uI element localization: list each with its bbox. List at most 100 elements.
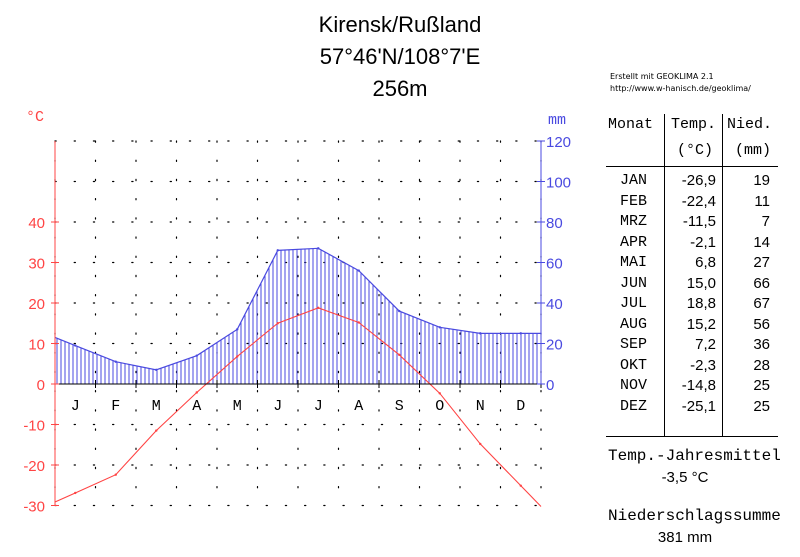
credit-line: Erstellt mit GEOKLIMA 2.1 — [610, 72, 714, 81]
precipitation-point — [519, 332, 522, 335]
table-cell-precip: 56 — [753, 316, 770, 333]
precipitation-point — [195, 354, 198, 357]
table-cell-temp: -2,3 — [690, 357, 716, 374]
table-cell-temp: -25,1 — [681, 398, 716, 415]
table-cell-precip: 19 — [753, 172, 770, 189]
temperature-point — [236, 355, 239, 358]
table-cell-precip: 25 — [753, 398, 770, 415]
table-cell-temp: -2,1 — [690, 234, 716, 251]
temperature-tick-label: -20 — [23, 458, 45, 475]
temperature-tick-label: 40 — [28, 215, 45, 232]
table-cell-precip: 7 — [761, 213, 770, 230]
precipitation-axis-label: mm — [548, 112, 566, 129]
month-label: D — [516, 398, 525, 415]
month-label: J — [273, 398, 282, 415]
month-label: A — [192, 398, 201, 415]
precipitation-point — [357, 269, 360, 272]
annual-precip-value: 381 mm — [657, 529, 713, 546]
station-coordinates: 57°46'N/108°7'E — [319, 44, 481, 69]
table-cell-precip: 11 — [754, 193, 770, 210]
precipitation-tick-label: 20 — [546, 337, 563, 354]
table-cell-month: FEB — [620, 193, 648, 210]
table-header-precip: Nied. — [727, 116, 773, 133]
table-divider-1 — [664, 114, 665, 436]
precipitation-point — [114, 360, 117, 363]
station-elevation: 256m — [372, 76, 428, 101]
temperature-point — [195, 391, 198, 394]
table-cell-precip: 27 — [753, 254, 770, 271]
annual-temp-label: Temp.-Jahresmittel — [608, 447, 781, 465]
table-header-temp: Temp. — [671, 116, 717, 133]
temperature-point — [519, 484, 522, 487]
temperature-point — [276, 322, 279, 325]
temperature-axis-label: °C — [26, 109, 44, 126]
annual-temp-value: -3,5 °C — [661, 469, 709, 486]
temperature-tick-label: 0 — [37, 377, 45, 394]
table-cell-month: JUL — [620, 295, 648, 312]
table-cell-precip: 25 — [753, 377, 770, 394]
precipitation-point — [155, 368, 158, 372]
precipitation-tick-label: 80 — [546, 215, 563, 232]
temperature-point — [74, 491, 77, 495]
month-label: F — [111, 398, 120, 415]
temperature-point — [114, 473, 117, 476]
table-cell-temp: 15,2 — [686, 316, 716, 333]
temperature-tick-label: -30 — [23, 499, 45, 516]
precipitation-point — [438, 326, 441, 329]
month-label: M — [233, 398, 242, 415]
temperature-point — [479, 442, 482, 446]
temperature-line — [54, 307, 542, 507]
table-cell-month: JAN — [620, 172, 648, 189]
table-cell-month: MAI — [620, 254, 648, 271]
temperature-point — [398, 353, 401, 357]
temperature-point — [357, 321, 360, 324]
temperature-point — [155, 429, 158, 432]
precipitation-tick-label: 0 — [546, 377, 554, 394]
month-label: O — [435, 398, 444, 415]
precipitation-point — [317, 247, 320, 250]
table-cell-month: SEP — [620, 336, 648, 353]
table-cell-precip: 36 — [753, 336, 770, 353]
table-cell-month: AUG — [620, 316, 648, 333]
table-cell-temp: 7,2 — [695, 336, 716, 353]
temperature-tick-label: -10 — [23, 418, 45, 435]
precipitation-point — [398, 309, 401, 313]
table-cell-precip: 67 — [753, 295, 770, 312]
table-cell-temp: -26,9 — [681, 172, 716, 189]
table-cell-temp: 6,8 — [695, 254, 716, 271]
table-cell-month: APR — [620, 234, 648, 251]
credit-url: http://www.w-hanisch.de/geoklima/ — [610, 84, 751, 93]
precipitation-point — [236, 328, 239, 331]
temperature-point — [438, 392, 441, 395]
month-label: J — [71, 398, 80, 415]
table-header-precip-unit: (mm) — [735, 142, 772, 159]
table-header-month: Monat — [608, 116, 654, 133]
precipitation-tick-label: 40 — [546, 296, 563, 313]
table-cell-temp: 18,8 — [686, 295, 716, 312]
table-cell-month: OKT — [620, 357, 648, 374]
precipitation-tick-label: 60 — [546, 256, 563, 273]
month-label: A — [354, 398, 363, 415]
precipitation-point — [276, 249, 279, 252]
precipitation-tick-label: 120 — [546, 134, 571, 151]
table-cell-temp: 15,0 — [686, 275, 716, 292]
precipitation-tick-label: 100 — [546, 175, 571, 192]
month-label: S — [395, 398, 404, 415]
month-label: N — [476, 398, 485, 415]
table-cell-precip: 28 — [753, 357, 770, 374]
table-divider-2 — [722, 114, 723, 436]
table-header-temp-unit: (°C) — [677, 142, 714, 159]
table-cell-month: JUN — [620, 275, 648, 292]
table-cell-month: DEZ — [620, 398, 648, 415]
month-label: M — [152, 398, 161, 415]
station-name: Kirensk/Rußland — [318, 12, 482, 37]
annual-precip-label: Niederschlagssumme — [608, 507, 781, 525]
precipitation-line — [54, 247, 541, 371]
table-cell-temp: -14,8 — [681, 377, 716, 394]
table-cell-temp: -11,5 — [682, 213, 716, 230]
month-label: J — [314, 398, 323, 415]
table-cell-precip: 14 — [753, 234, 770, 251]
precipitation-point — [479, 332, 482, 335]
temperature-point — [317, 306, 320, 310]
